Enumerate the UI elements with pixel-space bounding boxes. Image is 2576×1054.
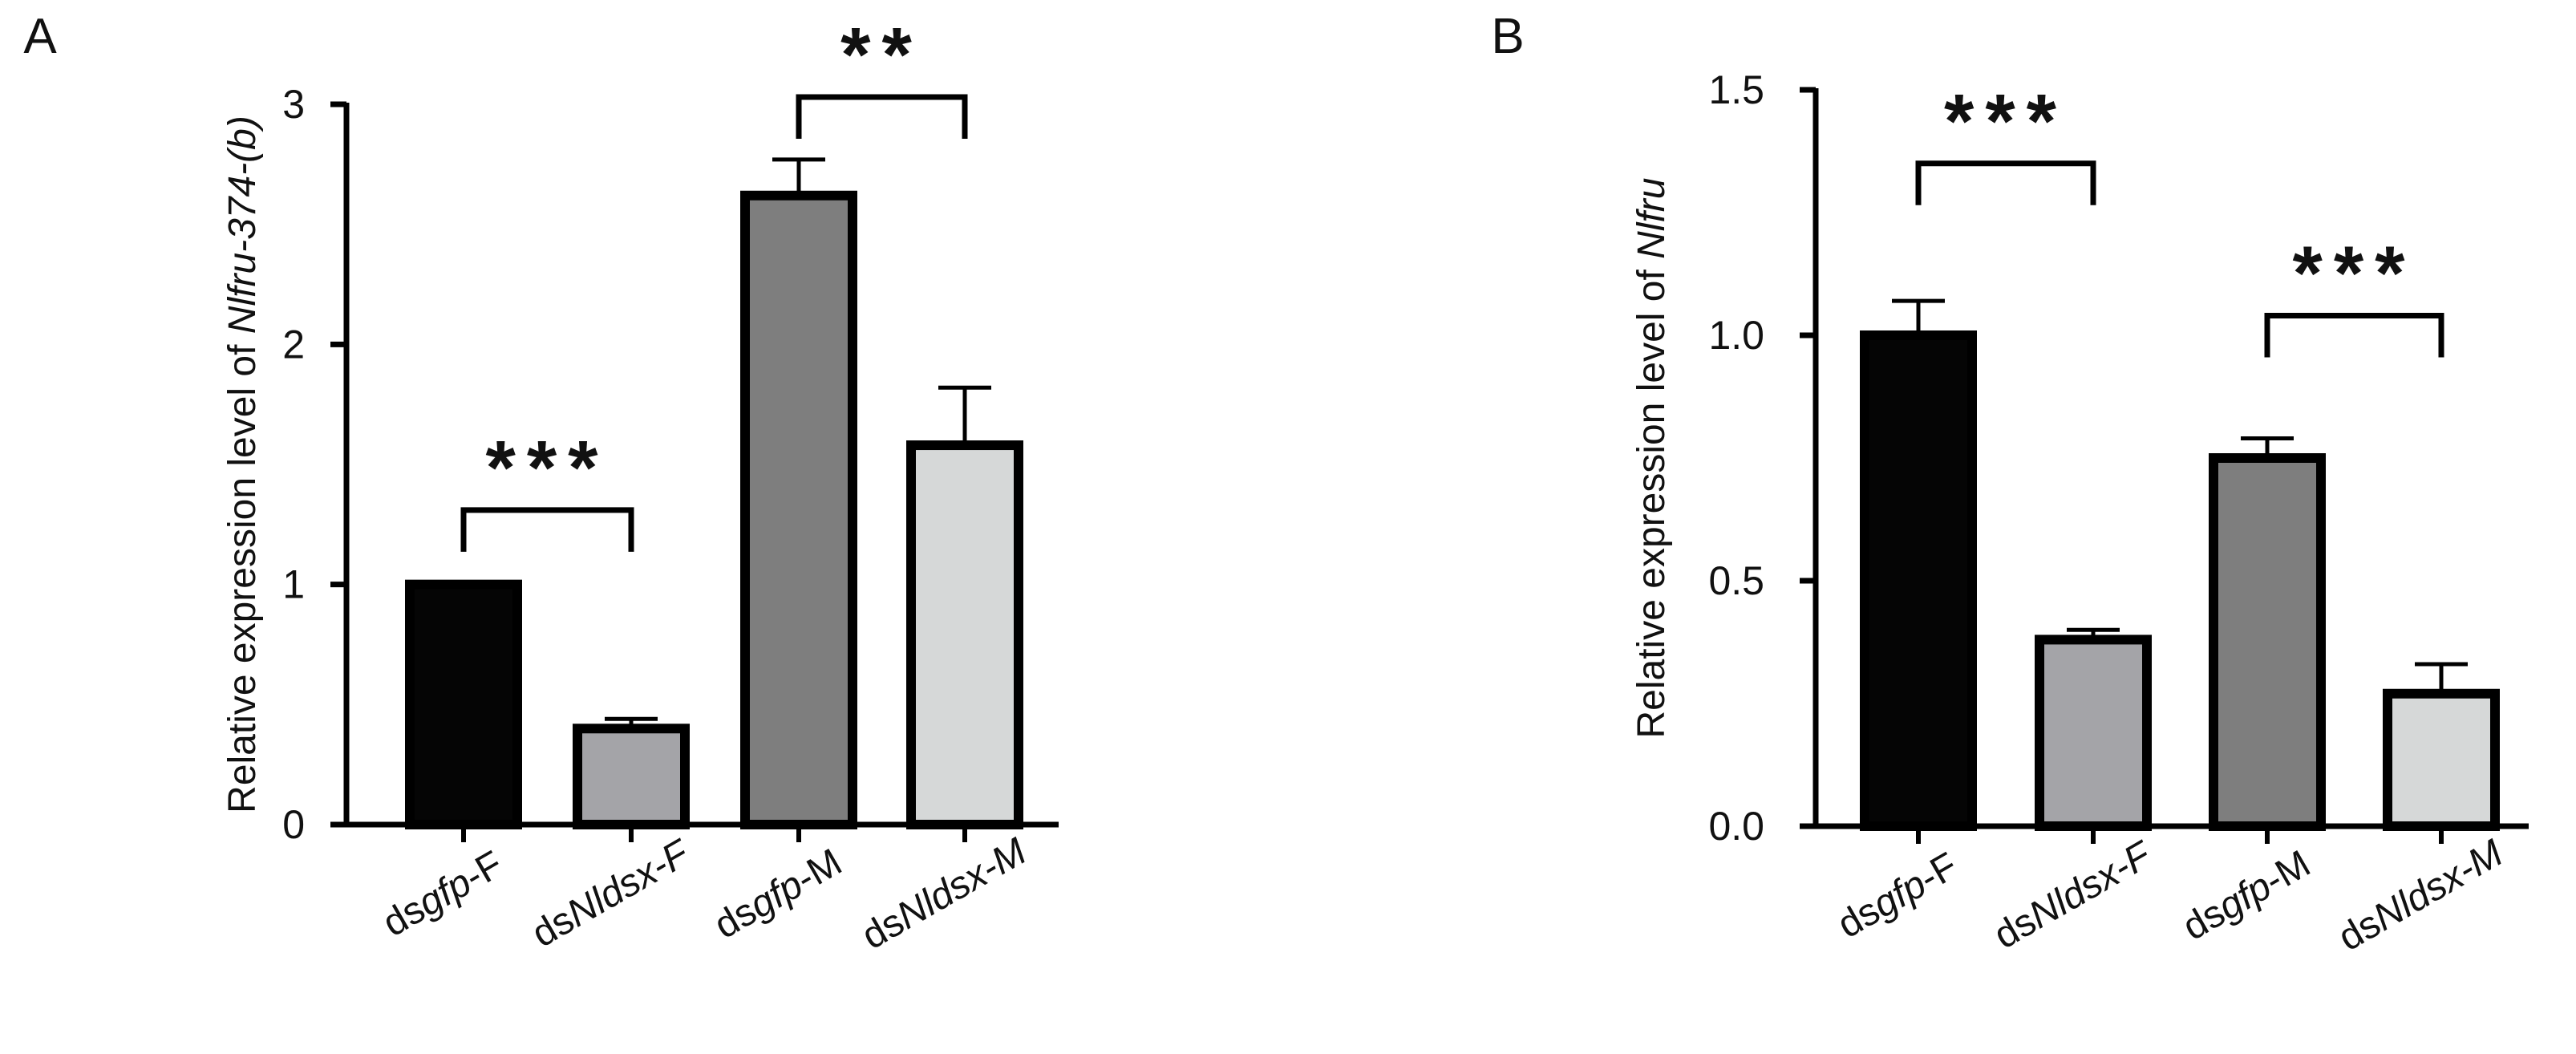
panel-a-bar-2 [573, 724, 690, 829]
panel-a-significance-label-1: *** [485, 425, 609, 511]
panel-a-significance-bracket-1: *** [460, 425, 634, 552]
panel-b-panel-label: B [1491, 9, 1524, 64]
panel-a-y-tick-label-0: 0 [282, 802, 305, 847]
panel-b-y-tick-label-3: 1.5 [1708, 67, 1764, 112]
panel-a-chart: A0123dsgfp-FdsNldsx-Fdsgfp-MdsNldsx-MRel… [23, 9, 1059, 958]
panel-b-significance-bracket-1: *** [1915, 79, 2096, 205]
panel-b-bar-3 [2209, 453, 2326, 831]
panel-a-y-tick-label-1: 1 [282, 562, 305, 607]
panel-b-y-tick-label-2: 1.0 [1708, 313, 1764, 358]
panel-b-error-bar-2 [2067, 627, 2120, 640]
panel-a-bar-1 [405, 579, 522, 830]
panel-a-error-bar-4 [938, 385, 991, 446]
panel-b-bar-2 [2035, 634, 2152, 831]
panel-b-error-bar-3 [2241, 436, 2294, 458]
panel-b-significance-label-1: *** [1944, 79, 2068, 164]
panel-a-y-tick-label-3: 3 [282, 82, 305, 127]
panel-a-y-tick-label-2: 2 [282, 322, 305, 367]
panel-a-bar-4 [906, 440, 1023, 829]
panel-b-y-tick-label-0: 0.0 [1708, 804, 1764, 849]
panel-b-bar-4 [2383, 688, 2500, 832]
panel-b-significance-bracket-2: *** [2264, 231, 2444, 358]
panel-b-y-tick-label-1: 0.5 [1708, 558, 1764, 603]
panel-a-bracket-line-2 [796, 94, 968, 140]
panel-b-bracket-line-2 [2264, 313, 2444, 358]
panel-a-error-bar-3 [772, 157, 825, 196]
panel-b-significance-label-2: *** [2292, 231, 2416, 317]
panel-a-panel-label: A [23, 9, 57, 64]
panel-a-y-axis-title: Relative expression level of Nlfru-374-(… [221, 116, 264, 813]
panel-b-y-axis-title: Relative expression level of Nlfru [1630, 178, 1673, 739]
panel-b-error-bar-1 [1892, 298, 1945, 335]
panel-b-bar-1 [1860, 330, 1977, 831]
panel-a-bar-3 [740, 190, 857, 830]
panel-b-error-bar-4 [2415, 662, 2468, 694]
panel-a-significance-label-2: ** [840, 12, 923, 98]
panel-b-bracket-line-1 [1915, 160, 2096, 205]
panel-a-error-bar-1 [437, 580, 490, 585]
panel-a-error-bar-2 [605, 716, 658, 729]
panel-a-significance-bracket-2: ** [796, 12, 968, 140]
panel-a-bracket-line-1 [460, 507, 634, 552]
